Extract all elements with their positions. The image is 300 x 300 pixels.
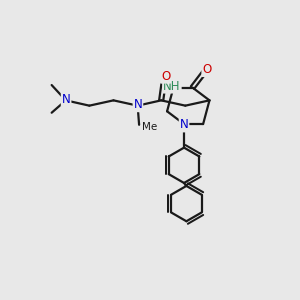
Text: N: N [134,98,142,111]
Text: O: O [161,70,170,83]
Text: NH: NH [163,80,181,93]
Text: N: N [62,93,70,106]
Text: O: O [202,63,212,76]
Text: N: N [180,118,188,131]
Text: Me: Me [142,122,157,132]
